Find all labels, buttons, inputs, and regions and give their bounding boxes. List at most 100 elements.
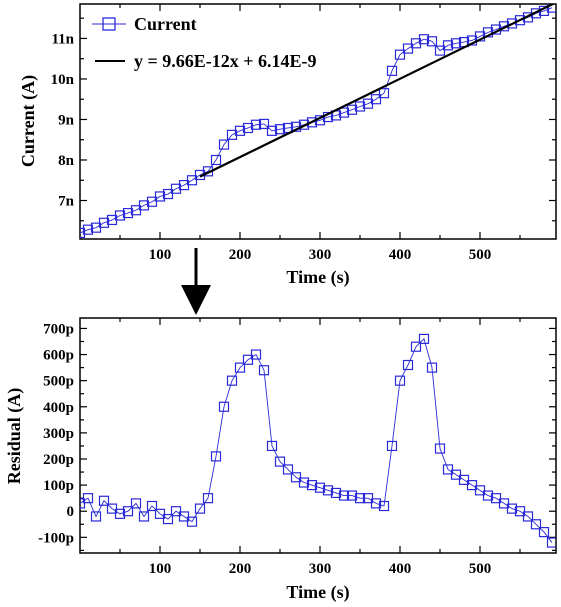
residual-data-point [466, 480, 478, 491]
current-legend: Current y = 9.66E-12x + 6.14E-9 [92, 14, 317, 71]
residual-data-point [178, 511, 190, 522]
residual-data-point [514, 506, 526, 517]
residual-data-point [242, 354, 254, 365]
residual-data-point [186, 516, 198, 527]
current-data-point [514, 15, 526, 26]
y-tick-label: 10n [51, 72, 75, 88]
residual-data-point [306, 480, 318, 491]
residual-data-point [90, 511, 102, 522]
y-tick-label: 7n [58, 194, 75, 210]
residual-data-point [154, 508, 166, 519]
y-tick-label: -100p [38, 530, 74, 546]
residual-data-point [80, 498, 86, 509]
current-data-point [394, 49, 406, 60]
residual-data-point [106, 503, 118, 514]
current-plot-frame [79, 3, 557, 240]
current-y-axis-title: Current (A) [18, 75, 39, 167]
residual-data-point [130, 498, 142, 509]
current-data-point [138, 200, 150, 211]
current-data-point [154, 191, 166, 202]
residual-data-point [426, 362, 438, 373]
residual-data-point [354, 493, 366, 504]
residual-plot-frame [79, 317, 557, 554]
residual-data-point [282, 464, 294, 475]
current-data-point [218, 139, 230, 150]
residual-data-point [258, 365, 270, 376]
residual-data-point [458, 474, 470, 485]
y-tick-label: 600p [43, 348, 74, 364]
current-data-point [170, 183, 182, 194]
current-data-point [122, 207, 134, 219]
residual-data-point [394, 375, 406, 386]
residual-data-point [202, 493, 214, 504]
current-data-point [450, 38, 462, 49]
current-axis-ticks [80, 4, 556, 239]
current-data-point [274, 124, 286, 135]
current-data-point [346, 104, 358, 115]
residual-data-point [218, 401, 230, 412]
current-data-point [338, 107, 350, 118]
residual-data-point [210, 451, 222, 462]
residual-x-axis-title: Time (s) [286, 582, 349, 603]
residual-data-point [482, 490, 494, 501]
y-tick-label: 200p [43, 452, 74, 468]
current-data-point [146, 196, 158, 207]
residual-data-point [418, 333, 430, 344]
residual-data-marks [80, 333, 556, 548]
residual-data-point [402, 359, 414, 371]
x-tick-label: 300 [309, 247, 332, 263]
residual-data-point [298, 477, 310, 488]
y-tick-label: 700p [43, 321, 74, 337]
current-x-axis-title: Time (s) [286, 267, 349, 288]
residual-data-point [114, 508, 126, 519]
residual-data-point [234, 362, 246, 373]
current-data-point [186, 175, 198, 186]
residual-data-point [490, 493, 502, 504]
current-data-point [266, 125, 278, 136]
residual-data-point [314, 482, 326, 493]
residual-data-point [370, 498, 382, 509]
x-tick-label: 200 [229, 247, 252, 263]
residual-data-point [226, 375, 238, 386]
fit-line [199, 4, 556, 178]
residual-data-point [138, 511, 150, 522]
current-data-point [378, 88, 390, 99]
x-tick-label: 300 [309, 561, 332, 577]
residual-data-point [274, 456, 286, 467]
residual-data-point [146, 500, 158, 512]
current-data-point [418, 34, 430, 45]
residual-y-axis-title: Residual (A) [4, 388, 25, 485]
residual-data-point [410, 341, 422, 352]
residual-data-point [346, 490, 358, 501]
residual-data-point [522, 511, 534, 522]
y-tick-label: 11n [51, 31, 74, 47]
y-tick-label: 400p [43, 400, 74, 416]
current-data-point [98, 217, 110, 228]
residual-data-point [530, 519, 542, 530]
current-data-point [80, 227, 86, 239]
x-tick-label: 100 [149, 247, 172, 263]
current-chart: 100 200 300 400 500 7n 8n 9n 10n 11n Time (s) Cur… [18, 3, 557, 288]
current-data-point [434, 45, 446, 56]
legend-fit-label: y = 9.66E-12x + 6.14E-9 [134, 51, 317, 71]
x-tick-label: 500 [469, 247, 492, 263]
legend-current-marker [102, 17, 116, 31]
residual-data-point [82, 493, 94, 504]
residual-data-point [538, 527, 550, 538]
residual-data-point [330, 487, 342, 499]
current-data-point [258, 118, 270, 130]
current-data-point [250, 119, 262, 130]
current-data-point [386, 65, 398, 76]
current-data-point [82, 224, 94, 235]
residual-axis-ticks [80, 318, 556, 553]
residual-data-point [170, 506, 182, 517]
residual-data-point [434, 443, 446, 454]
residual-data-point [98, 495, 110, 506]
current-data-point [426, 36, 438, 47]
residual-data-point [266, 440, 278, 452]
residual-data-point [162, 513, 174, 525]
current-data-point [370, 94, 382, 105]
x-tick-label: 400 [389, 561, 412, 577]
current-data-point [210, 154, 222, 166]
